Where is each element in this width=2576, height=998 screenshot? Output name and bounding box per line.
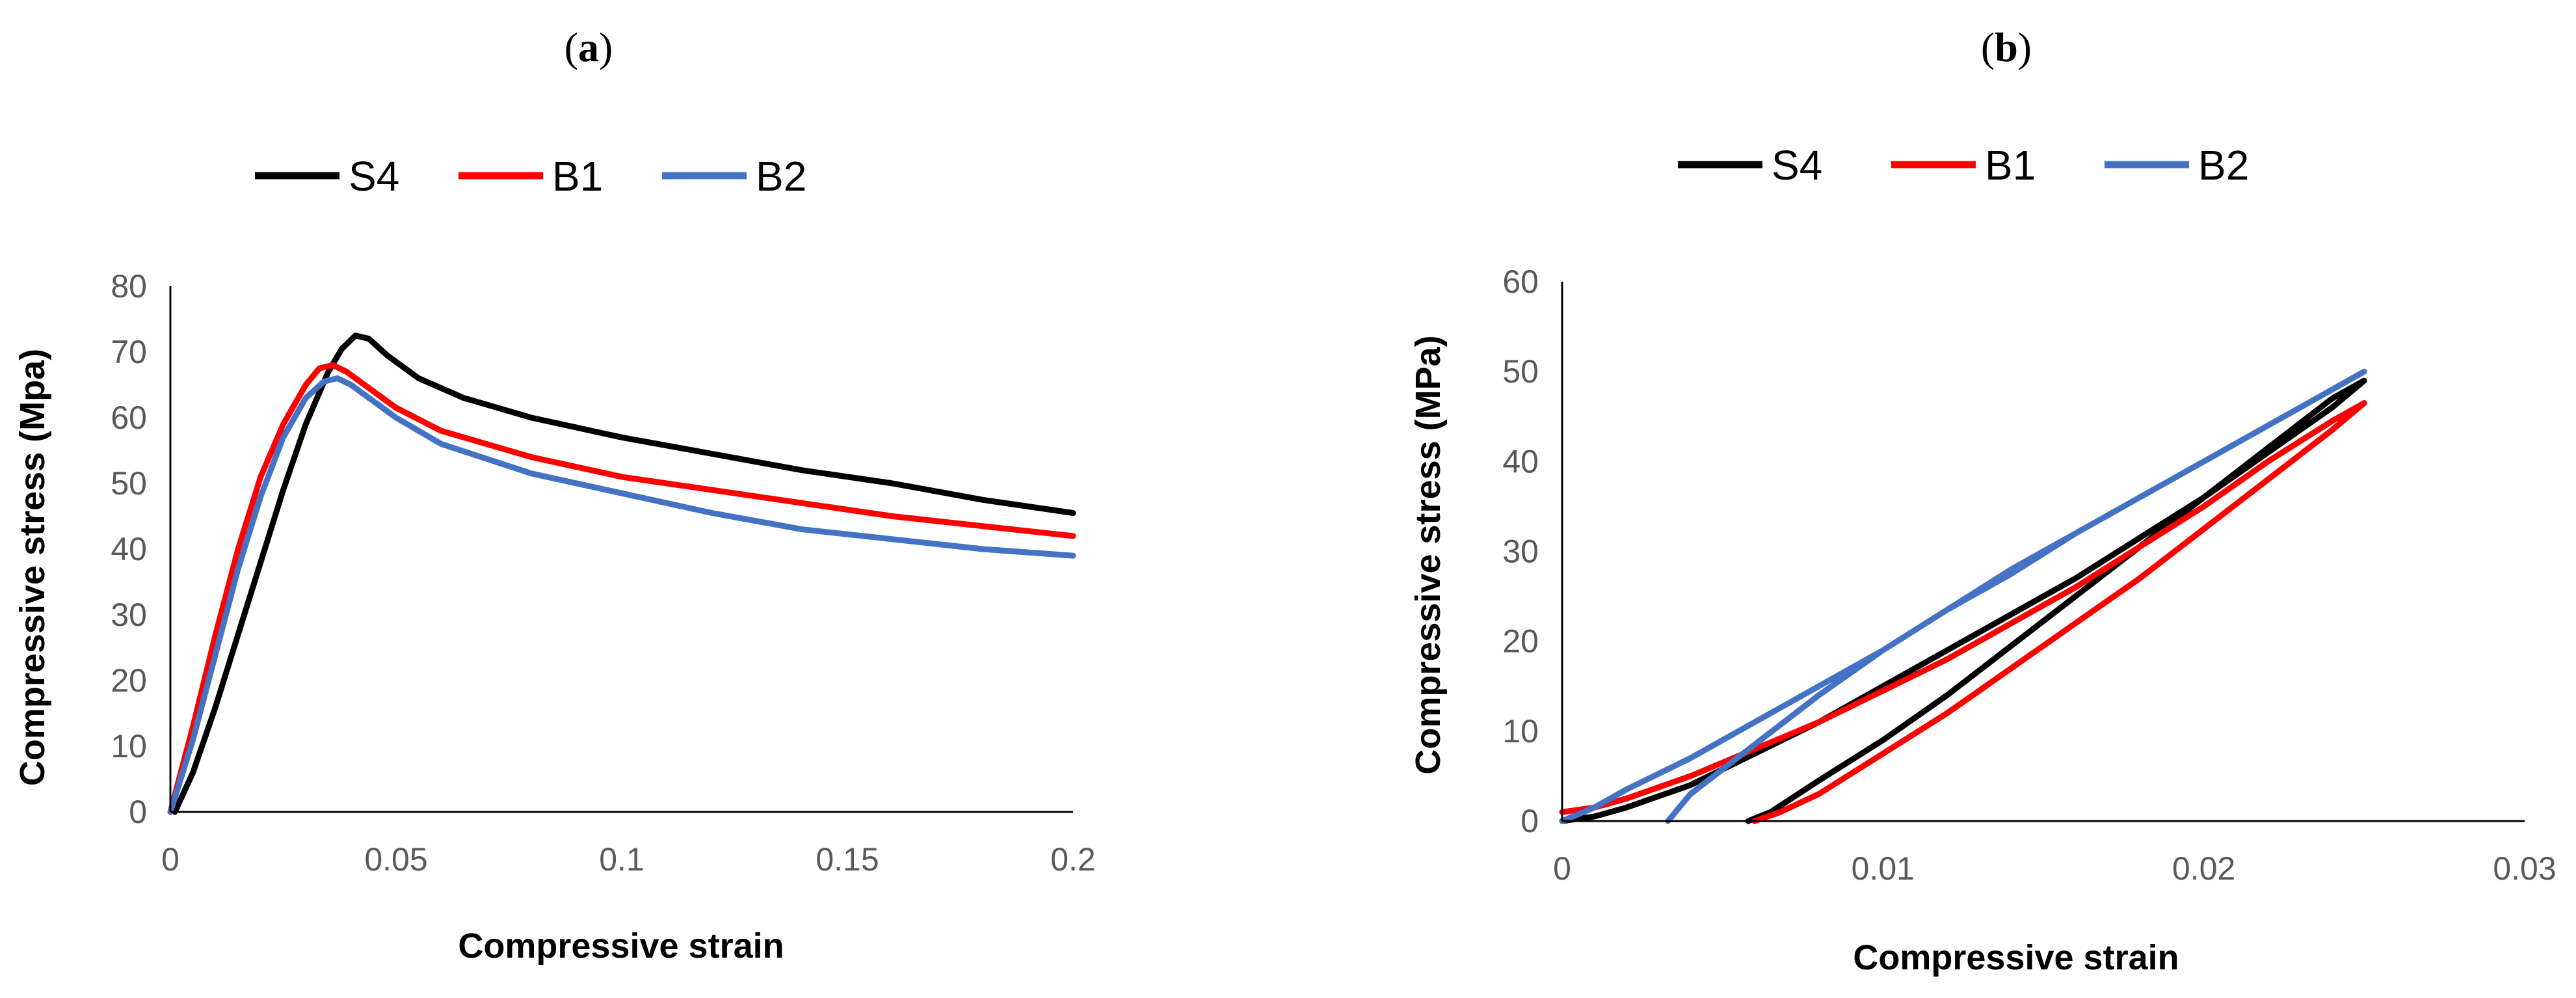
panel-a-series xyxy=(167,332,1076,815)
panel-b-x-tick-label: 0.03 xyxy=(2493,850,2556,887)
panel-b-legend: S4 B1 B2 xyxy=(1678,142,2249,189)
chart-panel-b: (b) S4 B1 B2 0 10 20 30 40 50 60 0 0.01 0.02 0.03 Co… xyxy=(1409,24,2556,977)
panel-a-legend: S4 B1 B2 xyxy=(255,153,806,200)
panel-a-y-tick-label: 70 xyxy=(111,334,147,370)
panel-b-x-tick-label: 0.01 xyxy=(1852,850,1915,887)
panel-a-x-tick-label: 0.1 xyxy=(599,841,644,878)
panel-b-series xyxy=(1559,368,2367,824)
panel-b-series-line-s4 xyxy=(1559,377,2367,824)
panel-a-legend-label-s4: S4 xyxy=(349,153,399,200)
panel-b-y-axis-title: Compressive stress (MPa) xyxy=(1409,335,1448,774)
panel-b-series-line-b2 xyxy=(1559,368,2367,824)
panel-a-x-tick-label: 0.2 xyxy=(1050,841,1096,878)
panel-a-x-tick-label: 0 xyxy=(161,841,179,878)
panel-b-y-tick-label: 0 xyxy=(1520,803,1539,839)
panel-b-label: (b) xyxy=(1981,24,2032,70)
panel-a-series-line-b2 xyxy=(167,375,1076,815)
panel-a-label: (a) xyxy=(564,24,613,70)
panel-a-y-tick-label: 50 xyxy=(111,465,147,502)
panel-b-y-tick-label: 60 xyxy=(1502,263,1539,300)
panel-b-x-axis-title: Compressive strain xyxy=(1853,938,2179,977)
panel-b-y-tick-label: 30 xyxy=(1502,533,1539,570)
panel-a-y-tick-label: 10 xyxy=(111,728,147,764)
panel-b-x-tick-label: 0 xyxy=(1553,850,1571,887)
panel-a-y-tick-label: 60 xyxy=(111,399,147,436)
chart-panel-a: (a) S4 B1 B2 0 10 20 30 40 50 60 70 80 0 0.05 0.1 0.15… xyxy=(13,24,1096,965)
panel-a-y-tick-label: 40 xyxy=(111,531,147,567)
panel-b-series-line-b1 xyxy=(1559,400,2367,824)
panel-a-axes: 0 10 20 30 40 50 60 70 80 0 0.05 0.1 0.15 0.2 xyxy=(111,268,1095,878)
panel-b-legend-label-s4: S4 xyxy=(1772,142,1822,189)
panel-b-x-tick-label: 0.02 xyxy=(2172,850,2235,887)
panel-b-legend-label-b1: B1 xyxy=(1985,142,2036,189)
panel-b-legend-label-b2: B2 xyxy=(2198,142,2249,189)
panel-b-y-tick-label: 50 xyxy=(1502,353,1539,390)
panel-a-legend-label-b1: B1 xyxy=(552,153,603,200)
panel-a-series-line-s4 xyxy=(172,332,1076,815)
panel-b-y-tick-label: 10 xyxy=(1502,713,1539,749)
panel-b-y-tick-label: 40 xyxy=(1502,443,1539,479)
panel-b-axes: 0 10 20 30 40 50 60 0 0.01 0.02 0.03 xyxy=(1502,263,2556,887)
panel-a-x-tick-label: 0.15 xyxy=(816,841,879,878)
panel-a-legend-label-b2: B2 xyxy=(756,153,806,200)
panel-a-y-axis-title: Compressive stress (Mpa) xyxy=(13,349,52,786)
panel-a-y-tick-label: 30 xyxy=(111,597,147,633)
panel-b-y-tick-label: 20 xyxy=(1502,623,1539,660)
panel-a-y-tick-label: 0 xyxy=(129,794,147,830)
panel-a-y-tick-label: 80 xyxy=(111,268,147,304)
panel-a-x-tick-label: 0.05 xyxy=(364,841,427,878)
panel-a-y-tick-label: 20 xyxy=(111,662,147,699)
panel-a-x-axis-title: Compressive strain xyxy=(458,926,784,965)
panel-a-series-line-b1 xyxy=(167,362,1076,815)
